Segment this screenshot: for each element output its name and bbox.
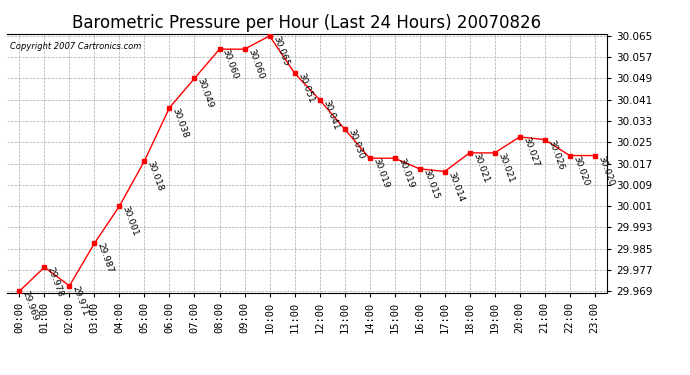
- Text: 30.019: 30.019: [396, 157, 415, 190]
- Text: 30.065: 30.065: [271, 34, 290, 67]
- Text: 30.027: 30.027: [521, 135, 540, 168]
- Text: 30.049: 30.049: [196, 77, 215, 110]
- Text: 30.060: 30.060: [221, 48, 240, 81]
- Text: 30.021: 30.021: [471, 152, 491, 184]
- Text: 30.038: 30.038: [171, 106, 190, 139]
- Text: 30.021: 30.021: [496, 152, 515, 184]
- Title: Barometric Pressure per Hour (Last 24 Hours) 20070826: Barometric Pressure per Hour (Last 24 Ho…: [72, 14, 542, 32]
- Text: 30.030: 30.030: [346, 128, 365, 160]
- Text: 30.014: 30.014: [446, 170, 465, 203]
- Text: 30.051: 30.051: [296, 72, 315, 105]
- Text: Copyright 2007 Cartronics.com: Copyright 2007 Cartronics.com: [10, 42, 141, 51]
- Text: 30.060: 30.060: [246, 48, 265, 81]
- Text: 30.019: 30.019: [371, 157, 391, 190]
- Text: 29.971: 29.971: [71, 285, 90, 317]
- Text: 30.015: 30.015: [421, 168, 440, 200]
- Text: 29.969: 29.969: [21, 290, 40, 322]
- Text: 29.987: 29.987: [96, 242, 115, 274]
- Text: 29.978: 29.978: [46, 266, 65, 298]
- Text: 30.020: 30.020: [596, 154, 615, 187]
- Text: 30.001: 30.001: [121, 205, 140, 237]
- Text: 30.020: 30.020: [571, 154, 591, 187]
- Text: 30.041: 30.041: [321, 98, 340, 131]
- Text: 30.026: 30.026: [546, 138, 565, 171]
- Text: 30.018: 30.018: [146, 159, 165, 192]
